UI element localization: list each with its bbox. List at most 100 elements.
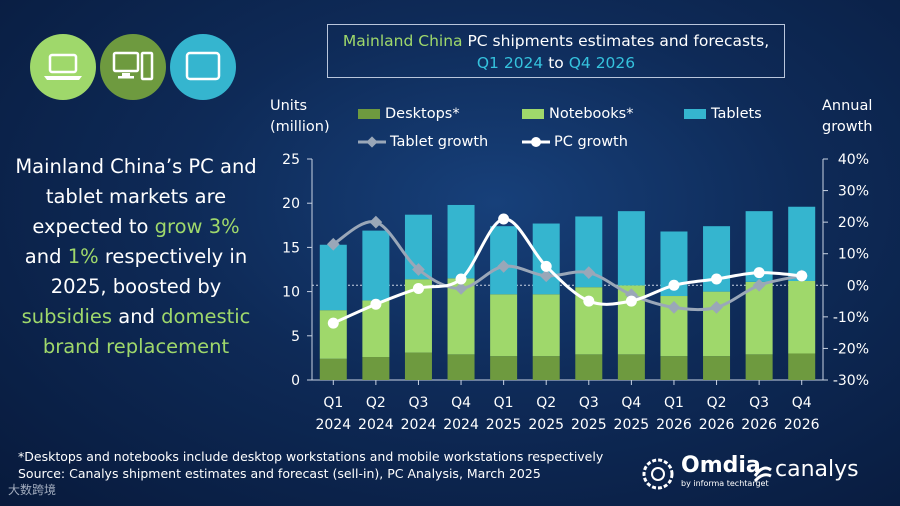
title-region: Mainland China (342, 32, 463, 50)
pc-growth-point (540, 260, 552, 272)
x-tick-label-year: 2024 (315, 417, 351, 433)
legend-swatch (522, 109, 544, 119)
legend-line (358, 136, 386, 148)
y2-tick-label: 30% (838, 184, 869, 200)
x-tick-label-quarter: Q1 (494, 395, 514, 411)
x-tick-label-year: 2026 (741, 417, 777, 433)
x-tick-label-year: 2024 (443, 417, 479, 433)
legend-line (522, 137, 550, 147)
x-tick-label-year: 2025 (486, 417, 522, 433)
headline-subsidies: subsidies (21, 305, 113, 328)
pc-growth-point (753, 267, 765, 279)
x-tick-label-year: 2025 (614, 417, 650, 433)
y-tick-label: 20 (282, 196, 300, 212)
title-text: PC shipments estimates and forecasts, (462, 32, 770, 50)
bar-tablets (319, 244, 347, 311)
headline-text: Mainland China’s PC and tablet markets a… (14, 152, 258, 362)
x-tick-label-year: 2025 (528, 417, 564, 433)
headline-and2: and (112, 305, 162, 328)
tablet-icon (185, 51, 221, 81)
y2-tick-label: -20% (833, 341, 869, 357)
laptop-circle (30, 34, 96, 100)
legend-tablet-growth: Tablet growth (358, 134, 488, 150)
bar-tablets (617, 211, 645, 286)
tablet-growth-line (332, 220, 803, 312)
tablet-growth-point (412, 263, 425, 276)
omdia-logo-icon (642, 458, 674, 490)
laptop-icon (44, 53, 82, 80)
tablet-circle (170, 34, 236, 100)
bar-notebooks (490, 294, 518, 357)
x-tick-label-year: 2024 (401, 417, 437, 433)
pc-growth-point (711, 273, 723, 285)
x-tick-label-quarter: Q3 (579, 395, 599, 411)
headline-p5: respectively in 2025, boosted by (50, 245, 248, 298)
bar-desktops (447, 354, 475, 380)
canalys-logo-icon (753, 466, 772, 483)
pc-growth-point (625, 295, 637, 307)
watermark-text: 大数跨境 (8, 483, 57, 497)
x-tick-label-quarter: Q2 (707, 395, 727, 411)
pc-growth-point (668, 279, 680, 291)
x-tick-label-quarter: Q1 (323, 395, 343, 411)
pc-growth-point (498, 213, 510, 225)
bar-notebooks (745, 281, 773, 355)
legend-label: Tablet growth (390, 134, 489, 150)
x-tick-label-quarter: Q3 (408, 395, 428, 411)
title-start: Q1 2024 (476, 54, 544, 72)
y-tick-label: 15 (282, 240, 300, 256)
y-axis-label: Units (million) (270, 98, 330, 135)
y2-tick-label: -10% (833, 310, 869, 326)
tablet-growth-point (454, 282, 468, 295)
legend-desktops: Desktops* (358, 106, 460, 122)
headline-p1: Mainland China’s PC and tablet markets a… (15, 155, 257, 238)
bar-desktops (532, 356, 560, 380)
legend-label: Desktops* (385, 106, 460, 122)
x-tick-label-quarter: Q4 (792, 395, 812, 411)
x-tick-label-year: 2026 (656, 417, 692, 433)
bar-desktops (745, 354, 773, 380)
headline-tablet-pct: 1% (67, 245, 99, 268)
omdia-logo: Omdia (681, 453, 761, 478)
legend-swatch (358, 109, 380, 119)
bar-notebooks (788, 280, 816, 354)
legend-label: Notebooks* (549, 106, 634, 122)
legend-swatch (684, 109, 706, 119)
y2-tick-label: -30% (833, 373, 869, 389)
title-end: Q4 2026 (568, 54, 636, 72)
x-tick-label-quarter: Q2 (536, 395, 556, 411)
legend-tablets: Tablets (684, 106, 762, 122)
pc-growth-point (327, 317, 339, 329)
legend-notebooks: Notebooks* (522, 106, 633, 122)
pc-growth-point (796, 270, 808, 282)
tablet-growth-point (497, 259, 510, 273)
bar-tablets (532, 223, 560, 295)
y2-axis-label: Annual growth (822, 98, 873, 135)
x-tick-label-quarter: Q2 (366, 395, 386, 411)
pc-growth-line (332, 217, 802, 325)
bar-desktops (490, 356, 518, 380)
bar-desktops (319, 358, 347, 380)
x-tick-label-quarter: Q4 (621, 395, 641, 411)
legend-label: Tablets (711, 106, 762, 122)
pc-growth-point (583, 295, 595, 307)
y2-tick-label: 0% (847, 278, 869, 294)
bar-tablets (362, 230, 390, 301)
bar-tablets (788, 206, 816, 281)
omdia-sub: by informa techtarget (681, 479, 769, 488)
legend-pc-growth: PC growth (522, 134, 628, 150)
y-tick-label: 0 (291, 373, 300, 389)
watermark: 大数跨境 (8, 481, 56, 498)
title-to: to (543, 54, 569, 72)
bar-desktops (660, 356, 688, 380)
footnote-1: *Desktops and notebooks include desktop … (18, 449, 604, 464)
desktop-circle (100, 34, 166, 100)
x-tick-label-quarter: Q1 (664, 395, 684, 411)
x-tick-label-year: 2025 (571, 417, 607, 433)
chart-title: Mainland China PC shipments estimates an… (327, 24, 785, 78)
x-tick-label-year: 2026 (784, 417, 820, 433)
legend-label: PC growth (554, 134, 628, 150)
headline-dbr: domestic brand replacement (42, 305, 251, 358)
bar-notebooks (532, 294, 560, 357)
